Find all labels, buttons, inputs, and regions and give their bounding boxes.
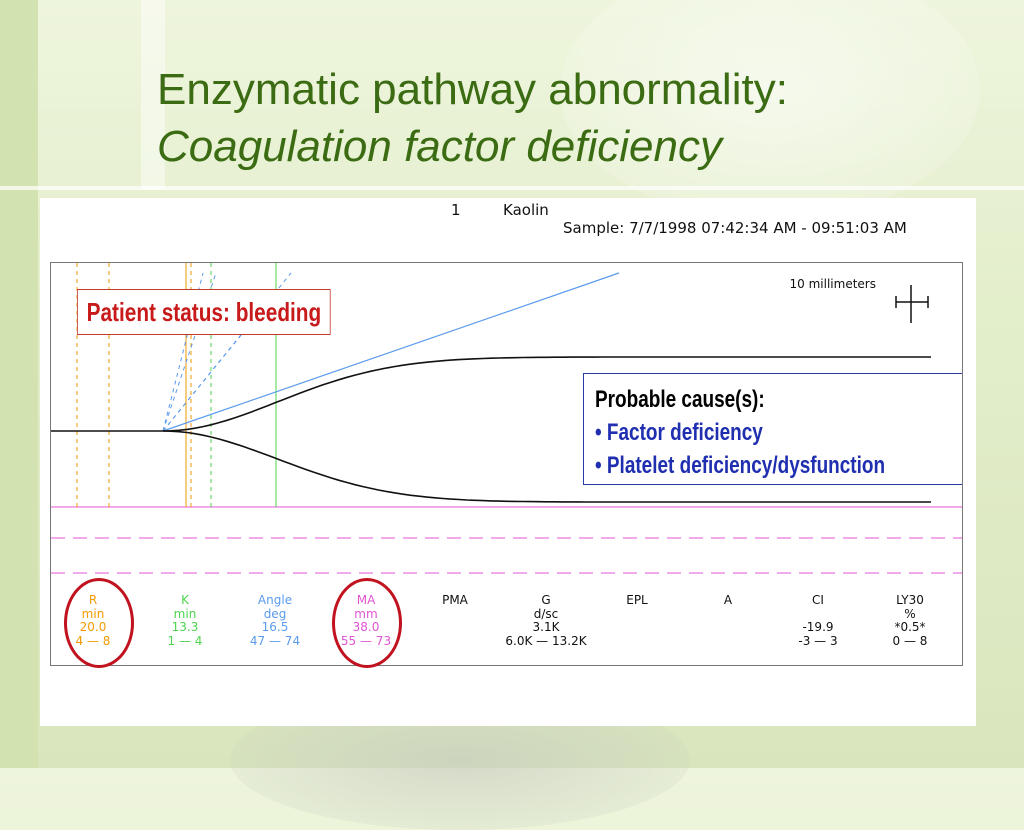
highlight-circle-r [64, 578, 134, 668]
tracing-lower [162, 430, 931, 503]
parameter-name: A [723, 593, 733, 607]
cause-item: • Factor deficiency [595, 419, 763, 446]
cause-item: • Platelet deficiency/dysfunction [595, 452, 886, 479]
parameter-value [592, 621, 682, 635]
parameter-range: -3 — 3 [798, 633, 838, 648]
parameter-angle: Angle deg 16.5 47 — 74 [230, 593, 320, 648]
reagent-label: Kaolin [503, 201, 549, 219]
angle-line [162, 272, 620, 432]
background-stripe [0, 0, 38, 768]
parameter-range [410, 635, 500, 649]
background-decoration [560, 0, 980, 220]
probable-cause-callout: Probable cause(s): • Factor deficiency •… [583, 373, 962, 485]
tracing-plot-area: 10 millimeters Patient status: bleeding … [50, 262, 963, 666]
tracing-upper [162, 356, 931, 432]
parameter-value [683, 621, 773, 635]
teg-tracing-panel: 1 Kaolin Sample: 7/7/1998 07:42:34 AM - … [40, 198, 976, 726]
parameter-unit: d/sc [533, 606, 559, 621]
parameter-unit [683, 608, 773, 622]
parameter-range: 1 — 4 [167, 633, 203, 648]
channel-number: 1 [451, 201, 461, 219]
parameter-range [683, 635, 773, 649]
parameter-pma: PMA [410, 593, 500, 649]
title-line-2: Coagulation factor deficiency [157, 122, 722, 171]
parameter-unit: deg [263, 606, 287, 621]
parameter-name: CI [812, 593, 824, 607]
parameter-ly30: LY30% *0.5* 0 — 8 [865, 593, 955, 648]
background-stripe [141, 0, 165, 190]
cause-title: Probable cause(s): [595, 386, 765, 413]
parameter-name: EPL [626, 593, 648, 607]
highlight-circle-ma [332, 578, 402, 668]
parameter-unit [410, 608, 500, 622]
parameter-value [410, 621, 500, 635]
parameter-value: *0.5* [894, 620, 926, 634]
parameter-ci: CI -19.9 -3 — 3 [773, 593, 863, 648]
parameter-name: Angle [257, 593, 293, 607]
parameter-name: PMA [442, 593, 468, 607]
parameter-range [592, 635, 682, 649]
parameter-unit: % [904, 606, 916, 621]
scale-label: 10 millimeters [789, 277, 876, 291]
parameter-range: 0 — 8 [892, 633, 928, 648]
parameter-value: 13.3 [171, 620, 199, 634]
parameter-value: -19.9 [802, 620, 834, 634]
angle-guide-line [162, 322, 252, 432]
parameter-range: 6.0K — 13.2K [505, 633, 587, 648]
parameter-value: 3.1K [532, 620, 560, 634]
parameter-unit: min [173, 606, 197, 621]
title-line-1: Enzymatic pathway abnormality: [157, 65, 788, 114]
parameter-range: 47 — 74 [249, 633, 301, 648]
parameter-name: G [541, 593, 551, 607]
angle-guide-line [162, 272, 204, 432]
parameter-a: A [683, 593, 773, 649]
background-stripe [0, 186, 1024, 190]
slide-title: Enzymatic pathway abnormality: Coagulati… [157, 62, 788, 176]
parameter-epl: EPL [592, 593, 682, 649]
parameter-unit [773, 608, 863, 622]
parameter-value: 16.5 [261, 620, 289, 634]
patient-status-callout: Patient status: bleeding [77, 289, 331, 335]
parameter-name: LY30 [896, 593, 924, 607]
parameter-unit [592, 608, 682, 622]
parameter-name: K [181, 593, 189, 607]
sample-timestamp: Sample: 7/7/1998 07:42:34 AM - 09:51:03 … [563, 219, 907, 237]
